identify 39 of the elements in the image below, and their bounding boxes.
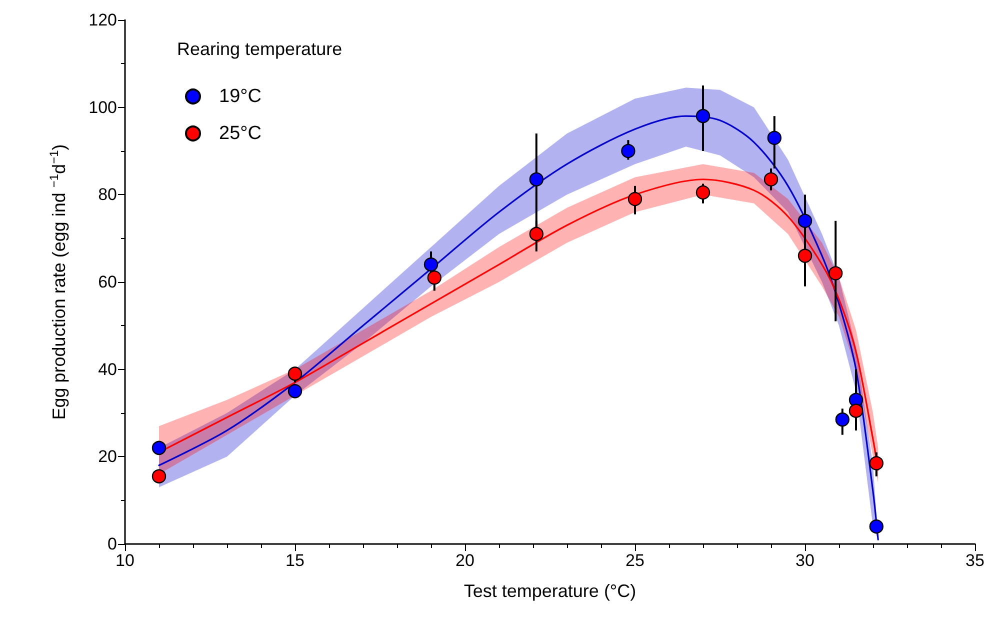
point <box>288 384 302 398</box>
x-tick-label: 20 <box>456 551 474 570</box>
point <box>427 270 442 285</box>
point <box>696 185 710 200</box>
point <box>798 248 812 263</box>
point <box>767 130 782 145</box>
point <box>869 519 884 534</box>
x-tick-label: 35 <box>966 551 984 570</box>
point <box>529 172 544 186</box>
x-axis-title: Test temperature (°C) <box>464 581 636 601</box>
x-tick-label: 30 <box>796 551 814 570</box>
point <box>798 214 812 228</box>
y-tick-label: 40 <box>98 360 117 379</box>
point <box>696 108 710 124</box>
y-tick-label: 20 <box>98 447 117 466</box>
legend-label: 19°C <box>219 86 262 107</box>
point <box>628 192 642 206</box>
point <box>828 266 843 280</box>
point <box>848 404 864 418</box>
point <box>869 456 884 470</box>
point <box>621 144 636 158</box>
y-tick-label: 0 <box>108 534 117 554</box>
point <box>424 257 438 272</box>
legend-title: Rearing temperature <box>177 39 342 59</box>
y-tick-label: 80 <box>98 185 117 204</box>
y-tick-label: 60 <box>98 272 117 292</box>
point <box>529 226 544 242</box>
point <box>835 412 850 427</box>
x-tick-label: 25 <box>626 551 644 570</box>
point <box>764 172 778 186</box>
point <box>152 440 166 456</box>
point <box>288 366 302 381</box>
y-tick-label: 100 <box>88 98 117 117</box>
x-tick-label: 15 <box>286 551 304 570</box>
x-tick-label: 10 <box>116 551 134 570</box>
point <box>152 469 166 484</box>
y-axis-title: Egg production rate (egg ind −1d−1) <box>47 144 69 420</box>
y-tick-label: 120 <box>88 10 117 30</box>
legend-label: 25°C <box>219 123 262 144</box>
